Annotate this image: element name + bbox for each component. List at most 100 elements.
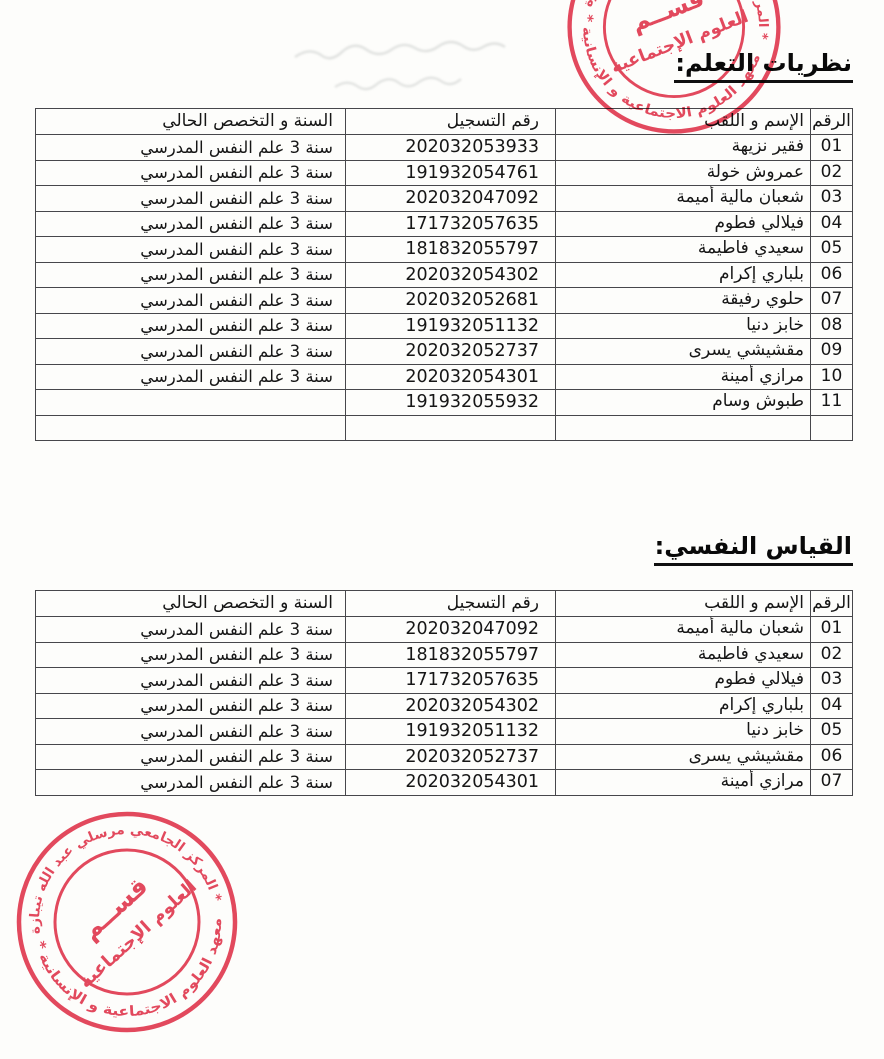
year-specialization-cell: سنة 3 علم النفس المدرسي (35, 261, 346, 288)
table-row: 02 عمروش خولة 191932054761 سنة 3 علم الن… (35, 159, 853, 186)
table-header-row: الرقم الإسم و اللقب رقم التسجيل السنة و … (35, 108, 853, 135)
header-name: الإسم و اللقب (555, 590, 811, 617)
department-stamp-icon: المركز الجامعي مرسلي عبد الله تيبازة * *… (13, 808, 239, 1035)
year-specialization-cell: سنة 3 علم النفس المدرسي (35, 210, 346, 237)
year-specialization-cell: سنة 3 علم النفس المدرسي (35, 338, 346, 365)
row-number-cell: 09 (810, 338, 853, 365)
student-name-cell: بلباري إكرام (555, 261, 811, 288)
row-number-cell: 07 (810, 769, 853, 796)
registration-number-cell: 202032052737 (345, 338, 556, 365)
svg-text:* معهد العلوم الاجتماعية و الإ: * معهد العلوم الاجتماعية و الإنسانية (31, 911, 239, 1034)
table-row: 01 شعبان مالية أميمة 202032047092 سنة 3 … (35, 616, 853, 643)
table-row: 04 بلباري إكرام 202032054302 سنة 3 علم ا… (35, 692, 853, 719)
year-specialization-cell: سنة 3 علم النفس المدرسي (35, 743, 346, 770)
year-specialization-cell (35, 389, 346, 416)
student-name-cell: خابز دنيا (555, 718, 811, 745)
table-row: 02 سعيدي فاطيمة 181832055797 سنة 3 علم ا… (35, 641, 853, 668)
stamp-center-line1: قســم (627, 0, 708, 37)
row-number-cell: 03 (810, 185, 853, 212)
registration-number-cell: 202032054301 (345, 363, 556, 390)
svg-text:المركز الجامعي مرسلي عبد الله: المركز الجامعي مرسلي عبد الله تيبازة * (580, 0, 787, 45)
registration-number-cell: 171732057635 (345, 210, 556, 237)
student-name-cell: حلوي رفيقة (555, 287, 811, 314)
row-number-cell: 06 (810, 261, 853, 288)
registration-number-cell: 202032054302 (345, 261, 556, 288)
registration-number-cell: 202032047092 (345, 616, 556, 643)
section-title-learning-theories: نظريات التعلم: (674, 49, 853, 83)
table-row: 03 فيلالي فطوم 171732057635 سنة 3 علم ال… (35, 667, 853, 694)
header-registration: رقم التسجيل (345, 590, 556, 617)
registration-number-cell: 181832055797 (345, 236, 556, 263)
student-name-cell: فيلالي فطوم (555, 210, 811, 237)
student-name-cell: مرازي أمينة (555, 769, 811, 796)
header-number: الرقم (810, 108, 853, 135)
table-row (35, 414, 853, 441)
year-specialization-cell: سنة 3 علم النفس المدرسي (35, 236, 346, 263)
svg-text:المركز الجامعي مرسلي عبد الله: المركز الجامعي مرسلي عبد الله تيبازة * (13, 808, 226, 937)
year-specialization-cell: سنة 3 علم النفس المدرسي (35, 134, 346, 161)
row-number-cell: 07 (810, 287, 853, 314)
table-row: 03 شعبان مالية أميمة 202032047092 سنة 3 … (35, 185, 853, 212)
row-number-cell: 05 (810, 718, 853, 745)
year-specialization-cell: سنة 3 علم النفس المدرسي (35, 667, 346, 694)
row-number-cell: 08 (810, 312, 853, 339)
table-row: 01 فقير نزيهة 202032053933 سنة 3 علم الن… (35, 134, 853, 161)
stamp-ring-top-text: المركز الجامعي مرسلي عبد الله تيبازة * (13, 808, 226, 937)
year-specialization-cell: سنة 3 علم النفس المدرسي (35, 185, 346, 212)
table-row: 07 مرازي أمينة 202032054301 سنة 3 علم ال… (35, 769, 853, 796)
table-row: 10 مرازي أمينة 202032054301 سنة 3 علم ال… (35, 363, 853, 390)
row-number-cell: 06 (810, 743, 853, 770)
stamp-center-line2: العلوم الإجتماعية (75, 876, 201, 992)
student-name-cell (555, 414, 811, 441)
header-year-specialization: السنة و التخصص الحالي (35, 590, 346, 617)
year-specialization-cell: سنة 3 علم النفس المدرسي (35, 159, 346, 186)
student-name-cell: مرازي أمينة (555, 363, 811, 390)
header-year-specialization: السنة و التخصص الحالي (35, 108, 346, 135)
student-name-cell: سعيدي فاطيمة (555, 236, 811, 263)
table-row: 09 مقشيشي يسرى 202032052737 سنة 3 علم ال… (35, 338, 853, 365)
table-row: 05 خابز دنيا 191932051132 سنة 3 علم النف… (35, 718, 853, 745)
ghost-handwriting (294, 40, 506, 91)
row-number-cell (810, 414, 853, 441)
section-title-psychometrics: القياس النفسي: (653, 532, 853, 566)
year-specialization-cell: سنة 3 علم النفس المدرسي (35, 692, 346, 719)
registration-number-cell: 191932051132 (345, 312, 556, 339)
header-name: الإسم و اللقب (555, 108, 811, 135)
registration-number-cell (345, 414, 556, 441)
year-specialization-cell: سنة 3 علم النفس المدرسي (35, 363, 346, 390)
stamp-center-line1: قســم (76, 871, 154, 945)
table-header-row: الرقم الإسم و اللقب رقم التسجيل السنة و … (35, 590, 853, 617)
row-number-cell: 03 (810, 667, 853, 694)
student-name-cell: طبوش وسام (555, 389, 811, 416)
year-specialization-cell: سنة 3 علم النفس المدرسي (35, 312, 346, 339)
student-name-cell: بلباري إكرام (555, 692, 811, 719)
year-specialization-cell: سنة 3 علم النفس المدرسي (35, 287, 346, 314)
year-specialization-cell: سنة 3 علم النفس المدرسي (35, 718, 346, 745)
row-number-cell: 01 (810, 616, 853, 643)
registration-number-cell: 191932051132 (345, 718, 556, 745)
row-number-cell: 04 (810, 210, 853, 237)
student-name-cell: مقشيشي يسرى (555, 338, 811, 365)
table-row: 06 بلباري إكرام 202032054302 سنة 3 علم ا… (35, 261, 853, 288)
header-number: الرقم (810, 590, 853, 617)
registration-number-cell: 202032054302 (345, 692, 556, 719)
student-name-cell: سعيدي فاطيمة (555, 641, 811, 668)
table-row: 11 طبوش وسام 191932055932 (35, 389, 853, 416)
row-number-cell: 05 (810, 236, 853, 263)
stamp-ring-bottom-text: * معهد العلوم الاجتماعية و الإنسانية (31, 911, 239, 1034)
row-number-cell: 04 (810, 692, 853, 719)
table-row: 04 فيلالي فطوم 171732057635 سنة 3 علم ال… (35, 210, 853, 237)
student-name-cell: عمروش خولة (555, 159, 811, 186)
student-name-cell: فيلالي فطوم (555, 667, 811, 694)
registration-number-cell: 191932054761 (345, 159, 556, 186)
row-number-cell: 10 (810, 363, 853, 390)
table-row: 06 مقشيشي يسرى 202032052737 سنة 3 علم ال… (35, 743, 853, 770)
student-name-cell: فقير نزيهة (555, 134, 811, 161)
row-number-cell: 01 (810, 134, 853, 161)
psychometrics-table: الرقم الإسم و اللقب رقم التسجيل السنة و … (35, 590, 853, 796)
registration-number-cell: 202032052681 (345, 287, 556, 314)
learning-theories-table: الرقم الإسم و اللقب رقم التسجيل السنة و … (35, 108, 853, 441)
registration-number-cell: 202032047092 (345, 185, 556, 212)
year-specialization-cell: سنة 3 علم النفس المدرسي (35, 616, 346, 643)
row-number-cell: 02 (810, 641, 853, 668)
